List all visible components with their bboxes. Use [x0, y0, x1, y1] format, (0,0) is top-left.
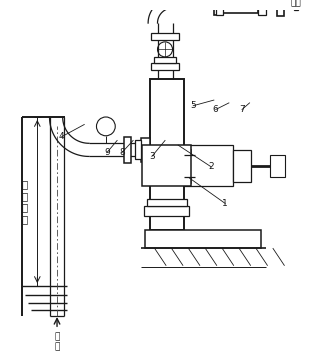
Bar [143, 145, 191, 187]
Text: 5: 5 [190, 101, 196, 110]
Bar [270, 155, 285, 177]
Bar [233, 150, 251, 182]
Text: 4: 4 [59, 132, 65, 141]
Bar [141, 138, 150, 162]
Text: 3: 3 [149, 152, 155, 161]
Text: 2: 2 [208, 162, 214, 171]
Text: 7: 7 [239, 105, 245, 114]
Bar [144, 206, 189, 216]
Text: 1: 1 [222, 199, 228, 208]
Bar [154, 57, 176, 63]
Text: 出口: 出口 [291, 0, 302, 8]
Text: 9: 9 [104, 148, 110, 157]
Bar [186, 149, 191, 155]
Bar [147, 199, 187, 206]
Bar [135, 141, 141, 159]
Text: 8: 8 [119, 148, 125, 157]
Bar [145, 230, 261, 249]
Bar [277, 0, 284, 16]
Bar [186, 177, 191, 183]
Bar [151, 33, 179, 40]
Bar [151, 63, 179, 70]
Bar [258, 0, 266, 15]
Bar [124, 137, 131, 163]
Text: 吸
口: 吸 口 [54, 332, 60, 352]
Bar [223, 0, 258, 13]
Text: 6: 6 [213, 105, 219, 114]
Bar [184, 145, 233, 187]
Bar [216, 0, 223, 15]
Bar [214, 0, 222, 15]
Bar [294, 0, 298, 10]
Text: 安
装
高
度: 安 装 高 度 [21, 179, 27, 224]
Bar [150, 79, 184, 230]
